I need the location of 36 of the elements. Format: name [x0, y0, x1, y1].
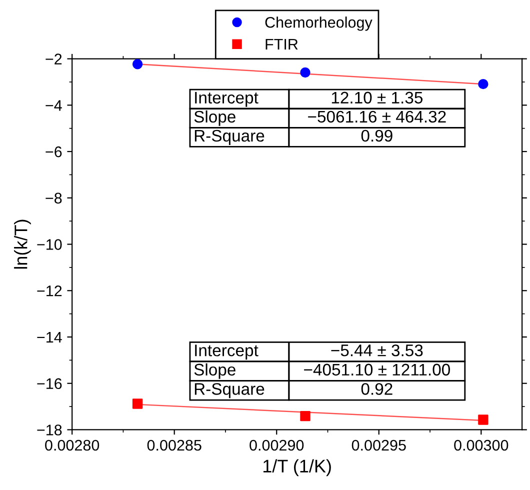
annotation: 12.10 ± 1.35: [332, 92, 423, 104]
y-tick-label: −14: [37, 332, 62, 343]
y-tick-label: −12: [37, 286, 62, 296]
annotation: 0.99: [361, 130, 392, 142]
y-tick-label: −2: [46, 54, 62, 64]
y-tick-label: −6: [46, 146, 62, 158]
legend-label: FTIR: [266, 39, 298, 50]
annotation: −5.44 ± 3.53: [331, 344, 423, 356]
annotation: 0.92: [361, 383, 392, 395]
y-tick-label: −4: [46, 100, 62, 111]
y-tick-label: −8: [46, 192, 62, 204]
y-tick-label: −18: [37, 424, 62, 436]
y-tick-label: −16: [37, 378, 62, 390]
y-tick-label: −10: [37, 239, 62, 250]
annotation: R-Square: [194, 130, 264, 145]
point: [132, 59, 143, 70]
annotation: Intercept: [195, 344, 258, 360]
point: [478, 414, 488, 425]
x-tick-label: 0.00290: [250, 440, 304, 451]
annotation: R-Square: [194, 383, 264, 398]
x-tick-label: 0.00280: [45, 440, 100, 451]
point: [300, 410, 310, 422]
annotation: Slope: [194, 363, 236, 379]
legend-label: Chemorheology: [265, 16, 372, 31]
annotation: Intercept: [195, 92, 258, 107]
point: [300, 67, 310, 78]
point: [478, 78, 488, 90]
annotation: −5061.16 ± 464.32: [308, 110, 446, 123]
annotation: −4051.10 ± 1211.00: [304, 364, 450, 376]
x-tick-label: 0.00285: [147, 440, 202, 451]
x-axis-title: 1/T (1/K): [263, 459, 331, 476]
x-tick-label: 0.00295: [352, 440, 406, 451]
x-tick-label: 0.00300: [454, 440, 508, 451]
annotation: Slope: [194, 110, 236, 126]
point: [132, 398, 143, 409]
y-axis-title: ln(k/T): [14, 220, 31, 269]
